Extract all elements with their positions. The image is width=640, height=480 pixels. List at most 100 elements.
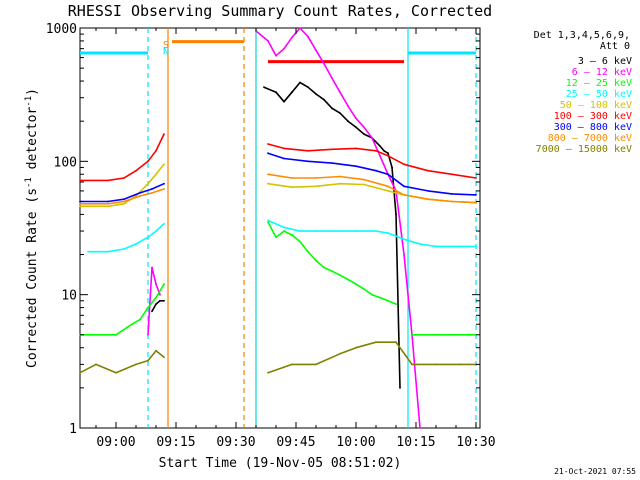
data-point <box>331 148 333 151</box>
axis-ticks: 09:00 09:15 09:30 09:45 10:00 10:15 10:30 1 10 10… <box>46 22 496 450</box>
data-point <box>283 230 285 233</box>
x-tick-label: 09:30 <box>216 435 255 450</box>
legend-entry: 7000 — 15000 keV <box>536 144 632 155</box>
data-point <box>139 195 141 197</box>
data-point <box>307 86 309 89</box>
x-tick-label: 09:15 <box>156 435 195 450</box>
data-point <box>283 157 285 160</box>
legend-entry: 12 — 25 keV <box>566 78 632 89</box>
data-point <box>163 299 165 302</box>
data-point <box>147 160 149 163</box>
data-point <box>379 145 381 148</box>
data-point <box>403 163 405 166</box>
data-point <box>139 192 141 194</box>
data-point <box>331 77 333 80</box>
y-tick-label: 10 <box>61 289 77 304</box>
data-point <box>451 173 453 176</box>
data-point <box>427 198 429 201</box>
data-point <box>79 371 81 374</box>
data-point <box>159 293 161 296</box>
data-point <box>375 230 377 233</box>
data-point <box>139 318 141 321</box>
data-point <box>123 200 125 203</box>
data-point <box>323 266 325 269</box>
data-point <box>315 363 317 366</box>
data-point <box>411 363 413 366</box>
data-point <box>147 182 149 185</box>
data-point <box>147 306 149 309</box>
data-point <box>79 205 81 208</box>
data-point <box>87 250 89 253</box>
data-point <box>459 363 461 366</box>
data-point <box>107 202 109 205</box>
y-tick-label: 1 <box>69 422 77 437</box>
data-point <box>371 137 373 139</box>
data-point <box>375 341 377 344</box>
data-point <box>163 182 165 185</box>
data-point <box>475 194 477 196</box>
series-line-7 <box>80 182 165 203</box>
data-point <box>427 190 429 192</box>
data-point <box>379 296 381 299</box>
data-point <box>475 201 477 204</box>
data-point <box>291 177 293 179</box>
data-point <box>339 274 341 277</box>
legend-entry: 25 — 50 keV <box>566 89 632 100</box>
data-point <box>335 230 337 233</box>
data-point <box>383 149 385 152</box>
data-point <box>123 202 125 205</box>
chart-title: RHESSI Observing Summary Count Rates, Co… <box>68 2 492 20</box>
data-point <box>267 371 269 374</box>
legend-entry: 800 — 7000 keV <box>548 133 632 144</box>
data-point <box>451 193 453 195</box>
y-tick-label: 100 <box>54 155 77 170</box>
data-point <box>307 35 309 38</box>
data-point <box>267 40 269 42</box>
data-point <box>267 219 269 222</box>
data-point <box>107 250 109 253</box>
data-point <box>363 133 365 136</box>
data-point <box>267 182 269 185</box>
legend-entry: 3 — 6 keV <box>578 56 632 67</box>
data-point <box>151 188 153 190</box>
data-point <box>395 341 397 344</box>
data-point <box>107 200 109 203</box>
y-axis-label-main: Corrected Count Rate (s <box>25 188 40 368</box>
data-point <box>375 149 377 152</box>
data-point <box>155 149 157 152</box>
data-point <box>403 253 405 256</box>
data-point <box>151 192 153 194</box>
data-point <box>155 349 157 352</box>
plot-area <box>79 27 481 429</box>
data-point <box>291 186 293 189</box>
y-tick-label: 1000 <box>46 22 77 37</box>
data-point <box>375 169 377 172</box>
data-point <box>363 288 365 290</box>
data-point <box>123 248 125 250</box>
data-point <box>155 303 157 305</box>
data-point <box>291 363 293 366</box>
data-point <box>163 163 165 166</box>
data-point <box>323 62 325 65</box>
data-point <box>411 333 413 336</box>
data-point <box>147 236 149 239</box>
data-point <box>95 363 97 366</box>
data-point <box>283 147 285 150</box>
y-axis-label-end: ) <box>25 88 40 96</box>
data-point <box>315 93 317 95</box>
data-point <box>347 278 349 281</box>
data-point <box>315 177 317 179</box>
data-point <box>163 356 165 358</box>
data-point <box>435 245 437 248</box>
y-axis-label-mid: detector <box>25 107 40 178</box>
data-point <box>283 100 285 103</box>
data-point <box>123 198 125 201</box>
plot-frame <box>79 27 481 429</box>
data-point <box>163 188 165 190</box>
data-point <box>387 152 389 155</box>
data-point <box>387 232 389 234</box>
data-point <box>355 165 357 168</box>
data-point <box>363 178 365 181</box>
data-point <box>387 190 389 192</box>
data-point <box>391 166 393 169</box>
